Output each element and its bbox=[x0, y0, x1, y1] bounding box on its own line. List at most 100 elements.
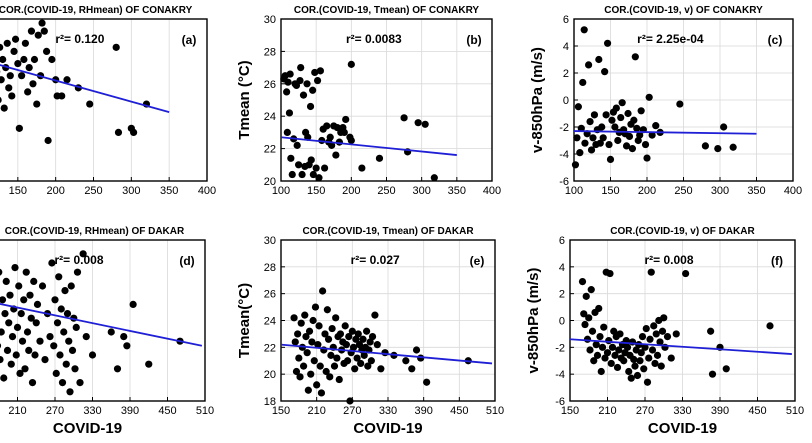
scatter-point bbox=[46, 333, 54, 341]
scatter-point bbox=[283, 88, 291, 96]
y-tick-label: -2 bbox=[559, 122, 569, 134]
chart-title: COR.(COVID-19, RHmean) OF DAKAR bbox=[5, 226, 185, 237]
scatter-point bbox=[367, 357, 375, 365]
scatter-point bbox=[307, 370, 315, 378]
scatter-point bbox=[581, 139, 589, 147]
panel-letter: (f) bbox=[771, 254, 783, 268]
x-tick-label: 210 bbox=[8, 405, 26, 417]
scatter-point bbox=[25, 346, 33, 354]
x-tick-label: 150 bbox=[272, 405, 290, 417]
scatter-point bbox=[343, 357, 352, 365]
x-tick-label: 450 bbox=[158, 405, 176, 417]
scatter-point bbox=[650, 322, 658, 330]
y-tick-label: 28 bbox=[264, 46, 276, 58]
scatter-point bbox=[612, 104, 620, 112]
scatter-point bbox=[402, 357, 410, 365]
scatter-point bbox=[618, 99, 626, 107]
scatter-point bbox=[304, 386, 312, 394]
scatter-point bbox=[328, 141, 336, 149]
x-tick-label: 350 bbox=[160, 185, 178, 197]
scatter-point bbox=[30, 277, 38, 285]
chart-title: COR.(COVID-19, v) OF CONAKRY bbox=[604, 5, 763, 16]
scatter-point bbox=[0, 104, 8, 112]
scatter-point bbox=[8, 92, 16, 100]
y-tick-label: 30 bbox=[264, 14, 276, 26]
scatter-point bbox=[291, 338, 299, 346]
scatter-point bbox=[611, 123, 619, 131]
scatter-point bbox=[625, 367, 633, 376]
scatter-point bbox=[294, 330, 302, 338]
scatter-point bbox=[20, 296, 28, 304]
scatter-point bbox=[27, 27, 36, 35]
scatter-point bbox=[11, 264, 19, 272]
scatter-point bbox=[68, 346, 77, 354]
scatter-point bbox=[295, 354, 303, 362]
r-squared-label: r²= 0.120 bbox=[55, 32, 104, 46]
scatter-point bbox=[297, 319, 305, 327]
scatter-point bbox=[606, 269, 614, 278]
r-squared-label: r²= 2.25e-04 bbox=[637, 32, 704, 46]
x-tick-label: 450 bbox=[450, 405, 468, 417]
y-tick-label: 2 bbox=[559, 289, 565, 301]
scatter-point bbox=[38, 19, 46, 27]
scatter-point bbox=[76, 379, 84, 387]
scatter-point bbox=[6, 72, 14, 80]
x-tick-label: 450 bbox=[748, 405, 766, 417]
x-tick-label: 250 bbox=[377, 185, 395, 197]
scatter-point bbox=[340, 128, 348, 136]
x-tick-label: 150 bbox=[307, 185, 325, 197]
scatter-point bbox=[309, 170, 317, 179]
scatter-point bbox=[315, 322, 323, 330]
regression-line bbox=[280, 136, 457, 156]
x-tick-label: 300 bbox=[711, 185, 729, 197]
scatter-point bbox=[51, 296, 59, 304]
scatter-point bbox=[18, 337, 27, 345]
scatter-point bbox=[707, 327, 715, 335]
scatter-point bbox=[301, 311, 309, 319]
scatter-point bbox=[316, 362, 324, 370]
scatter-point bbox=[327, 351, 335, 359]
scatter-point bbox=[587, 286, 595, 294]
chart-title: COR.(COVID-19, Tmean) OF DAKAR bbox=[302, 226, 474, 237]
scatter-point bbox=[286, 70, 294, 78]
scatter-point bbox=[302, 333, 310, 341]
scatter-point bbox=[623, 343, 632, 351]
scatter-point bbox=[0, 43, 4, 51]
scatter-point bbox=[296, 76, 304, 85]
scatter-point bbox=[580, 310, 588, 318]
y-tick-label: 28 bbox=[264, 262, 276, 274]
scatter-point bbox=[345, 333, 353, 341]
scatter-point bbox=[306, 102, 315, 111]
scatter-point bbox=[319, 287, 327, 295]
x-tick-label: 270 bbox=[343, 405, 361, 417]
scatter-point bbox=[112, 43, 120, 51]
scatter-point bbox=[307, 156, 315, 164]
y-tick-label: 0 bbox=[559, 316, 565, 328]
scatter-point bbox=[587, 146, 596, 154]
scatter-point bbox=[73, 268, 82, 276]
scatter-point bbox=[61, 287, 69, 295]
scatter-point bbox=[297, 64, 305, 72]
scatter-point bbox=[729, 143, 737, 151]
panel-letter: (b) bbox=[466, 33, 481, 47]
scatter-point bbox=[355, 341, 364, 349]
scatter-point bbox=[596, 139, 604, 147]
chart-panel-5: 150 210 270 330 390 450 510 -6 -4 -2 0 2 4 6 COR.(COVI… bbox=[525, 226, 804, 437]
scatter-point bbox=[630, 116, 638, 124]
scatter-point bbox=[585, 314, 593, 322]
scatter-point bbox=[313, 381, 321, 389]
scatter-point bbox=[647, 268, 655, 276]
y-tick-label: 0 bbox=[563, 95, 569, 107]
scatter-point bbox=[321, 164, 329, 172]
scatter-point bbox=[25, 64, 33, 72]
r-squared-label: r²= 0.008 bbox=[54, 253, 103, 267]
scatter-point bbox=[368, 333, 377, 341]
scatter-point bbox=[645, 354, 653, 362]
scatter-point bbox=[414, 119, 422, 127]
scatter-point bbox=[326, 133, 334, 141]
scatter-point bbox=[12, 351, 20, 359]
scatter-point bbox=[328, 324, 336, 333]
scatter-point bbox=[349, 343, 358, 351]
scatter-point bbox=[7, 360, 15, 368]
scatter-point bbox=[606, 155, 615, 163]
